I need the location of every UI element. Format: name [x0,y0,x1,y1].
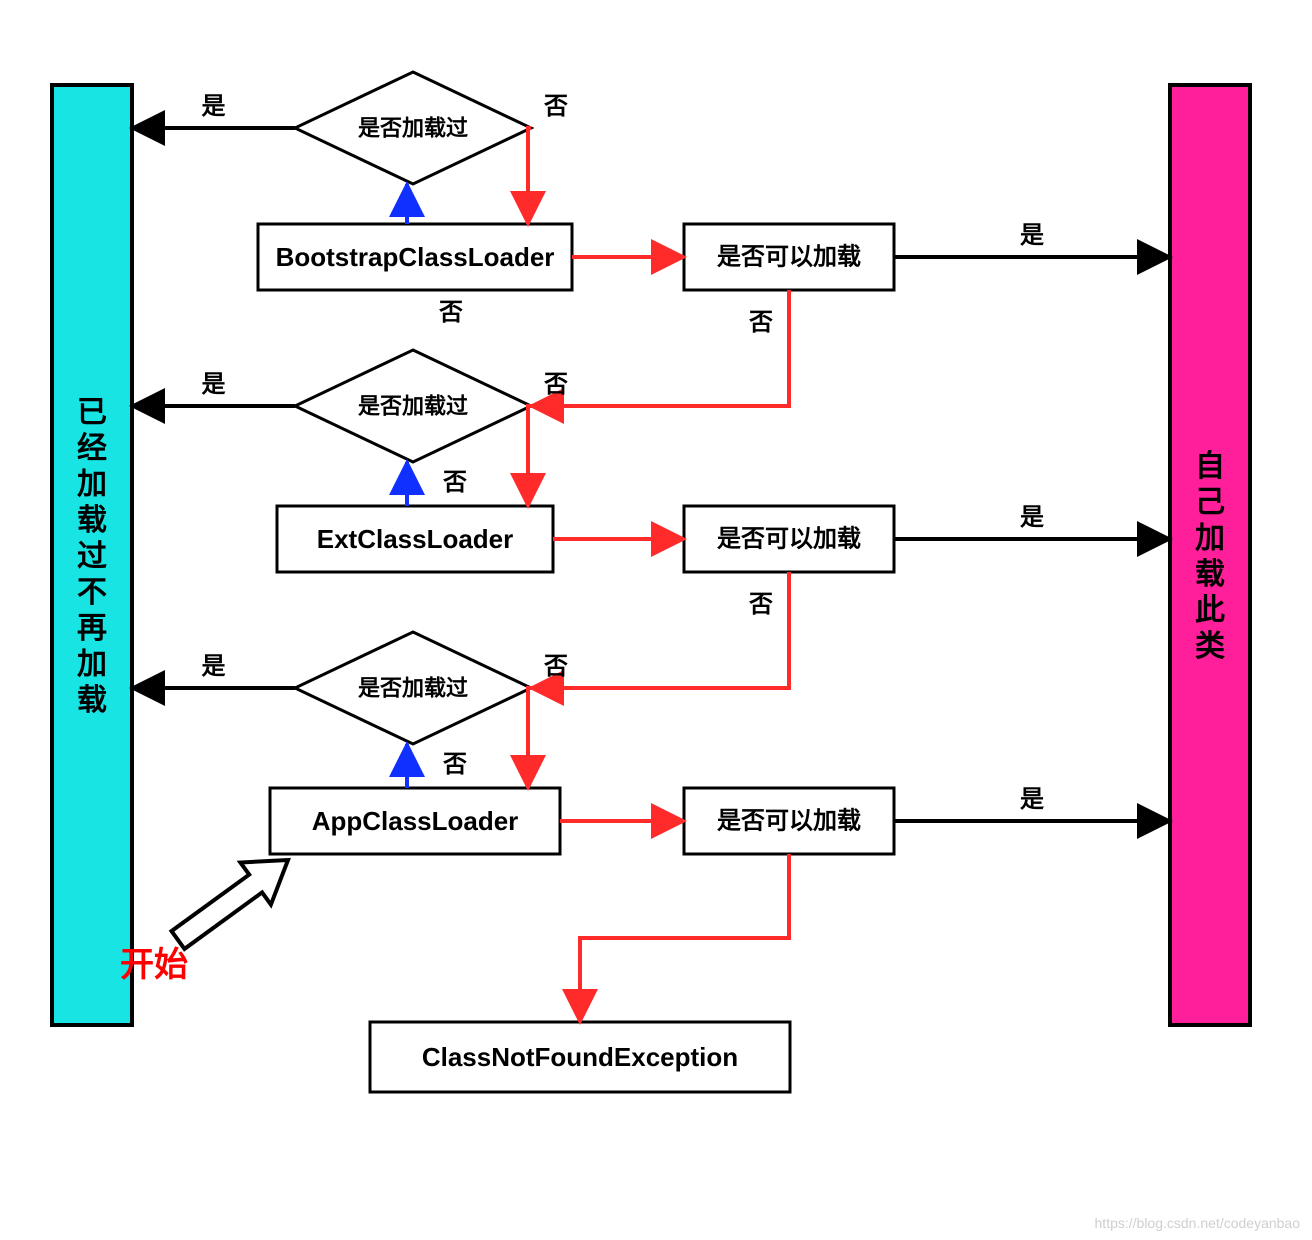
svg-text:已经加载过不再加载: 已经加载过不再加载 [77,396,107,717]
svg-text:是否可以加载: 是否可以加载 [717,808,861,835]
svg-text:否: 否 [748,309,773,336]
watermark: https://blog.csdn.net/codeyanbao [1095,1215,1301,1231]
svg-text:是: 是 [202,93,226,120]
svg-text:AppClassLoader: AppClassLoader [312,806,519,836]
right-panel: 自己加载此类 [1170,85,1250,1025]
svg-text:是否加载过: 是否加载过 [358,394,468,419]
svg-text:否: 否 [748,591,773,618]
svg-text:否: 否 [543,93,568,120]
svg-text:是: 是 [1020,786,1044,813]
start-arrow: 开始 [120,860,288,984]
box-canload-3: 是否可以加载 [684,788,894,854]
svg-text:否: 否 [543,653,568,680]
svg-text:是: 是 [202,371,226,398]
svg-text:ClassNotFoundException: ClassNotFoundException [422,1042,738,1072]
svg-text:是否可以加载: 是否可以加载 [717,244,861,271]
svg-text:否: 否 [543,371,568,398]
svg-text:BootstrapClassLoader: BootstrapClassLoader [276,242,555,272]
box-bootstrap: BootstrapClassLoader [258,224,572,290]
left-panel: 已经加载过不再加载 [52,85,132,1025]
diamond-loaded-2: 是否加载过 [295,350,531,462]
box-exception: ClassNotFoundException [370,1022,790,1092]
svg-text:否: 否 [442,751,467,778]
diamond-loaded-3: 是否加载过 [295,632,531,744]
box-canload-1: 是否可以加载 [684,224,894,290]
svg-text:开始: 开始 [120,946,188,984]
svg-text:是: 是 [1020,504,1044,531]
box-ext: ExtClassLoader [277,506,553,572]
svg-text:是否加载过: 是否加载过 [358,676,468,701]
svg-text:否: 否 [438,299,463,326]
box-canload-2: 是否可以加载 [684,506,894,572]
svg-text:是否加载过: 是否加载过 [358,116,468,141]
svg-text:是: 是 [1020,222,1044,249]
flowchart: 已经加载过不再加载 自己加载此类 是否加载过 是否加载过 是否加载过 Boots… [0,0,1312,1240]
diamond-loaded-1: 是否加载过 [295,72,531,184]
svg-text:否: 否 [442,469,467,496]
svg-text:ExtClassLoader: ExtClassLoader [317,524,514,554]
svg-text:是: 是 [202,653,226,680]
box-app: AppClassLoader [270,788,560,854]
svg-text:是否可以加载: 是否可以加载 [717,526,861,553]
